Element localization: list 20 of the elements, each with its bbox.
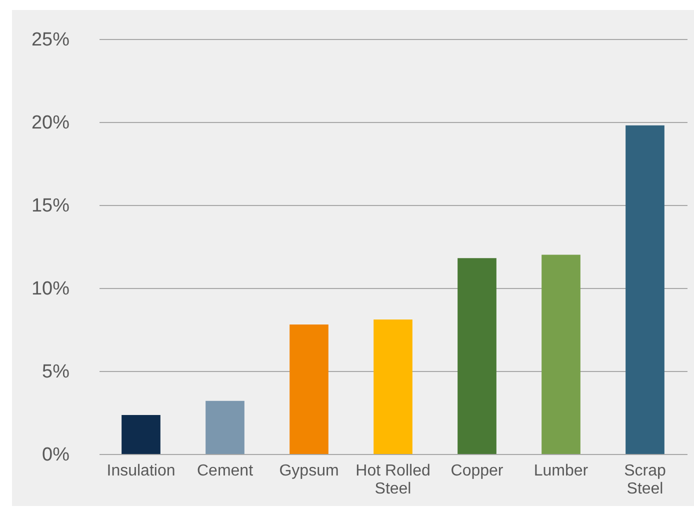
bar bbox=[374, 320, 412, 454]
x-tick-label: Lumber bbox=[534, 462, 589, 480]
x-tick-label: Hot Rolled Steel bbox=[356, 462, 430, 498]
bar bbox=[542, 254, 580, 454]
y-tick-label: 5% bbox=[42, 362, 70, 382]
y-tick-label: 25% bbox=[31, 30, 70, 50]
x-tick-label: Insulation bbox=[106, 462, 176, 480]
bar bbox=[290, 324, 328, 454]
y-tick-label: 20% bbox=[31, 112, 70, 134]
bar bbox=[122, 414, 160, 454]
y-tick-label: 0% bbox=[42, 444, 70, 466]
x-tick-label: Scrap Steel bbox=[624, 462, 666, 498]
bar bbox=[458, 258, 496, 454]
x-tick-label: Cement bbox=[196, 462, 254, 480]
y-tick-label: 15% bbox=[31, 196, 70, 216]
x-tick-label: Gypsum bbox=[279, 462, 339, 480]
bar bbox=[206, 400, 244, 454]
x-tick-label: Copper bbox=[450, 462, 504, 480]
bar bbox=[626, 125, 664, 454]
y-tick-label: 10% bbox=[31, 278, 70, 300]
